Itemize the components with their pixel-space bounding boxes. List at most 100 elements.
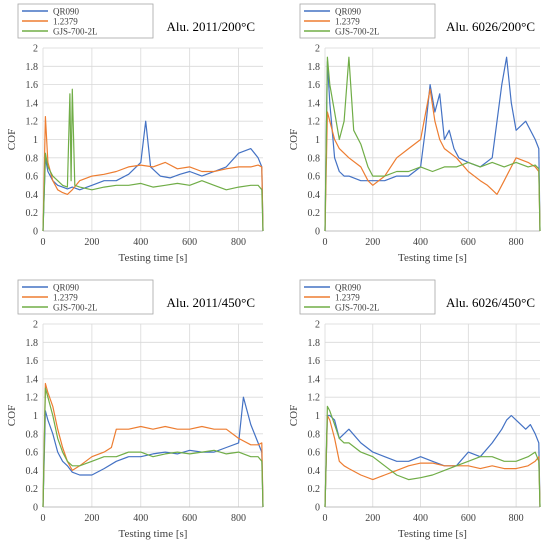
legend-label: 1.2379	[53, 17, 78, 27]
y-tick-label: 1	[33, 411, 38, 422]
y-tick-label: 2	[315, 320, 320, 331]
y-tick-label: 0.8	[308, 429, 321, 440]
y-tick-label: 0.8	[26, 429, 39, 440]
x-tick-label: 600	[461, 237, 476, 248]
chart-panel-1: 0 0.2 0.4 0.6 0.8 1 1.2 1.4 1.6 1.8 2 0 200 400 600 800…	[6, 3, 264, 264]
series-line-gjs-700-2l	[42, 387, 264, 508]
y-tick-label: 1.6	[308, 356, 321, 367]
x-tick-label: 400	[133, 513, 148, 524]
y-tick-label: 0.8	[26, 153, 39, 164]
x-tick-label: 0	[41, 237, 46, 248]
y-tick-label: 1.6	[26, 356, 39, 367]
y-tick-label: 1.8	[26, 62, 39, 73]
y-tick-label: 0.4	[26, 190, 39, 201]
x-tick-label: 200	[84, 237, 99, 248]
y-tick-label: 1.2	[308, 117, 321, 128]
series-line-qr090	[324, 56, 541, 232]
series-line-qr090	[42, 120, 264, 232]
x-tick-label: 0	[41, 513, 46, 524]
y-tick-label: 2	[33, 44, 38, 55]
y-axis-label: COF	[288, 129, 300, 150]
y-tick-label: 1.8	[308, 338, 321, 349]
series-line-gjs-700-2l	[324, 56, 541, 232]
y-tick-label: 1.4	[26, 374, 39, 385]
x-axis-label: Testing time [s]	[398, 528, 467, 540]
legend-label: QR090	[53, 7, 80, 17]
y-tick-label: 0.6	[26, 448, 39, 459]
x-tick-label: 800	[231, 513, 246, 524]
x-tick-label: 400	[133, 237, 148, 248]
y-tick-label: 0	[33, 503, 38, 514]
legend-label: GJS-700-2L	[335, 27, 380, 37]
y-tick-label: 1.8	[308, 62, 321, 73]
y-tick-label: 1	[315, 411, 320, 422]
y-axis-label: COF	[6, 405, 18, 426]
legend-label: GJS-700-2L	[53, 27, 98, 37]
legend-label: 1.2379	[335, 293, 360, 303]
y-tick-label: 1.6	[308, 80, 321, 91]
y-tick-label: 1	[33, 135, 38, 146]
chart-title: Alu. 2011/450°C	[167, 295, 256, 310]
y-tick-label: 2	[33, 320, 38, 331]
y-tick-label: 0	[315, 503, 320, 514]
y-tick-label: 0	[315, 227, 320, 238]
y-tick-label: 0.4	[308, 190, 321, 201]
legend-label: GJS-700-2L	[335, 303, 380, 313]
series-line-gjs-700-2l	[324, 405, 541, 508]
x-tick-label: 800	[509, 513, 524, 524]
series-line-1-2379	[42, 382, 264, 508]
legend-label: QR090	[53, 283, 80, 293]
y-tick-label: 0.4	[26, 466, 39, 477]
y-tick-label: 0.6	[26, 172, 39, 183]
x-tick-label: 200	[84, 513, 99, 524]
y-tick-label: 1.2	[26, 117, 39, 128]
x-tick-label: 800	[231, 237, 246, 248]
legend-box	[17, 3, 154, 39]
legend-label: 1.2379	[53, 293, 78, 303]
x-tick-label: 200	[365, 237, 380, 248]
series-line-1-2379	[324, 88, 541, 232]
y-tick-label: 1.4	[308, 98, 321, 109]
y-tick-label: 0.2	[26, 208, 39, 219]
x-tick-label: 0	[323, 237, 328, 248]
legend-label: QR090	[335, 283, 362, 293]
series-line-1-2379	[324, 414, 541, 508]
y-tick-label: 1.4	[26, 98, 39, 109]
series-line-qr090	[42, 396, 264, 508]
y-tick-label: 0.2	[308, 484, 321, 495]
y-tick-label: 0.4	[308, 466, 321, 477]
chart-panel-2: 0 0.2 0.4 0.6 0.8 1 1.2 1.4 1.6 1.8 2 0 200 400 600 800…	[288, 3, 541, 264]
legend-label: 1.2379	[335, 17, 360, 27]
y-tick-label: 1.4	[308, 374, 321, 385]
chart-title: Alu. 6026/450°C	[446, 295, 535, 310]
chart-title: Alu. 2011/200°C	[167, 19, 256, 34]
y-tick-label: 2	[315, 44, 320, 55]
x-tick-label: 600	[182, 513, 197, 524]
y-tick-label: 1	[315, 135, 320, 146]
y-tick-label: 1.6	[26, 80, 39, 91]
x-tick-label: 400	[413, 237, 428, 248]
y-tick-label: 1.8	[26, 338, 39, 349]
x-axis-label: Testing time [s]	[119, 528, 188, 540]
x-axis-label: Testing time [s]	[398, 252, 467, 264]
chart-panel-3: 0 0.2 0.4 0.6 0.8 1 1.2 1.4 1.6 1.8 2 0 200 400 600 800…	[6, 279, 264, 540]
chart-title: Alu. 6026/200°C	[446, 19, 535, 34]
y-tick-label: 1.2	[26, 393, 39, 404]
chart-panel-4: 0 0.2 0.4 0.6 0.8 1 1.2 1.4 1.6 1.8 2 0 200 400 600 800…	[288, 279, 541, 540]
y-axis-label: COF	[288, 405, 300, 426]
y-tick-label: 0.6	[308, 448, 321, 459]
y-tick-label: 0.2	[308, 208, 321, 219]
y-tick-label: 0	[33, 227, 38, 238]
x-tick-label: 200	[365, 513, 380, 524]
y-tick-label: 0.6	[308, 172, 321, 183]
y-axis-label: COF	[6, 129, 18, 150]
x-tick-label: 600	[461, 513, 476, 524]
y-tick-label: 1.2	[308, 393, 321, 404]
series-line-qr090	[324, 414, 541, 508]
